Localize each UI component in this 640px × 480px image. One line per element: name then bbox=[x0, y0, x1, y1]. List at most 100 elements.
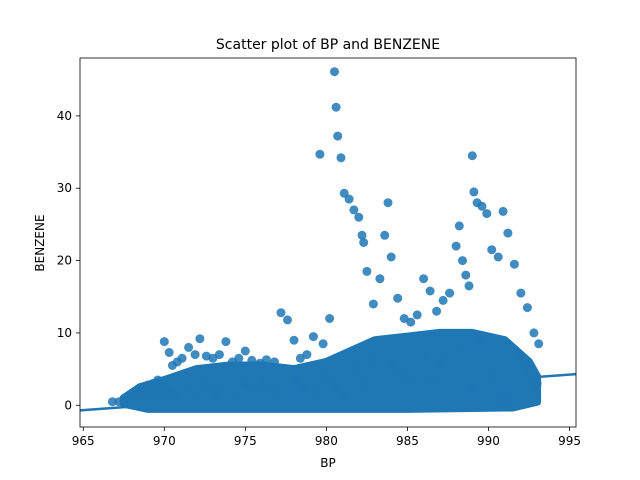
scatter-point bbox=[388, 361, 398, 370]
scatter-point bbox=[164, 386, 174, 396]
scatter-point bbox=[380, 230, 390, 240]
x-tick-label: 975 bbox=[234, 434, 257, 448]
scatter-point bbox=[516, 288, 526, 298]
x-tick-label: 965 bbox=[72, 434, 95, 448]
x-tick-label: 985 bbox=[396, 434, 419, 448]
scatter-point bbox=[320, 371, 330, 381]
scatter-point bbox=[454, 221, 464, 231]
scatter-point bbox=[308, 332, 318, 342]
scatter-point bbox=[368, 299, 378, 309]
y-tick-label: 30 bbox=[57, 181, 72, 195]
x-tick-label: 995 bbox=[558, 434, 581, 448]
scatter-point bbox=[532, 379, 542, 389]
scatter-point bbox=[375, 274, 385, 284]
scatter-point bbox=[505, 397, 514, 407]
scatter-point bbox=[159, 337, 169, 347]
scatter-point bbox=[398, 371, 408, 381]
scatter-point bbox=[247, 355, 257, 365]
scatter-point bbox=[318, 339, 328, 349]
scatter-point bbox=[177, 353, 187, 363]
y-tick-label: 20 bbox=[57, 254, 72, 268]
scatter-point bbox=[135, 392, 145, 402]
scatter-point bbox=[475, 335, 485, 345]
scatter-point bbox=[493, 252, 503, 262]
scatter-point bbox=[458, 256, 467, 266]
scatter-point bbox=[469, 187, 479, 197]
scatter-point bbox=[432, 306, 442, 316]
scatter-point bbox=[438, 295, 448, 305]
scatter-point bbox=[359, 238, 369, 247]
scatter-point bbox=[289, 335, 299, 345]
scatter-point bbox=[330, 67, 339, 77]
y-tick-label: 0 bbox=[64, 398, 72, 412]
scatter-point bbox=[182, 382, 192, 392]
x-tick-label: 970 bbox=[153, 434, 176, 448]
scatter-point bbox=[368, 353, 378, 363]
scatter-point bbox=[451, 241, 461, 251]
scatter-point bbox=[466, 382, 476, 392]
scatter-point bbox=[201, 379, 211, 389]
scatter-point bbox=[437, 357, 446, 367]
scatter-point bbox=[529, 328, 539, 338]
scatter-point bbox=[445, 288, 455, 298]
scatter-point bbox=[153, 375, 163, 385]
scatter-point bbox=[349, 364, 359, 374]
scatter-point bbox=[417, 350, 427, 360]
scatter-point bbox=[467, 151, 477, 161]
y-tick-label: 40 bbox=[57, 109, 72, 123]
x-tick-label: 990 bbox=[477, 434, 500, 448]
y-axis-label: BENZENE bbox=[33, 214, 47, 271]
scatter-point bbox=[271, 386, 281, 396]
x-axis-label: BP bbox=[320, 456, 335, 470]
scatter-point bbox=[221, 337, 231, 347]
scatter-point bbox=[362, 266, 372, 276]
scatter-point bbox=[464, 281, 474, 291]
scatter-point bbox=[349, 205, 359, 215]
scatter-point bbox=[172, 393, 182, 403]
scatter-point bbox=[195, 334, 205, 344]
scatter-point bbox=[291, 375, 301, 385]
scatter-point bbox=[461, 270, 471, 280]
scatter-point bbox=[300, 383, 310, 393]
scatter-point bbox=[107, 397, 117, 407]
scatter-point bbox=[331, 102, 341, 112]
scatter-point bbox=[498, 206, 508, 216]
scatter-point bbox=[522, 303, 532, 313]
x-axis-ticks: 965 970 975 980 985 990 995 bbox=[72, 427, 581, 448]
scatter-point bbox=[485, 371, 495, 381]
plot-frame bbox=[79, 57, 577, 428]
scatter-point bbox=[261, 355, 271, 365]
scatter-point bbox=[302, 350, 312, 360]
scatter-point bbox=[344, 194, 354, 204]
scatter-point bbox=[425, 286, 435, 296]
scatter-point bbox=[325, 314, 335, 323]
scatter-point bbox=[184, 342, 194, 352]
scatter-point bbox=[252, 389, 262, 399]
scatter-point bbox=[270, 357, 279, 367]
scatter-point bbox=[146, 396, 156, 406]
scatter-point bbox=[276, 308, 286, 318]
scatter-point bbox=[357, 230, 367, 240]
scatter-point bbox=[354, 212, 364, 222]
scatter-point bbox=[456, 342, 466, 352]
scatter-point bbox=[419, 274, 429, 284]
scatter-point bbox=[232, 392, 242, 402]
scatter-point bbox=[383, 198, 393, 208]
scatter-point bbox=[315, 149, 325, 159]
y-axis-ticks: 0 10 20 30 40 bbox=[57, 109, 80, 412]
scatter-point bbox=[330, 382, 339, 391]
scatter-point bbox=[514, 353, 524, 363]
scatter-point bbox=[524, 364, 534, 374]
scatter-point bbox=[509, 259, 519, 269]
scatter-point bbox=[214, 350, 224, 360]
scatter-point bbox=[211, 387, 221, 397]
x-tick-label: 980 bbox=[315, 434, 338, 448]
y-tick-label: 10 bbox=[57, 326, 72, 340]
scatter-point bbox=[495, 393, 505, 403]
scatter-point bbox=[406, 317, 416, 327]
scatter-point bbox=[164, 348, 174, 357]
chart-title: Scatter plot of BP and BENZENE bbox=[216, 37, 440, 53]
scatter-point bbox=[482, 209, 492, 219]
scatter-point bbox=[534, 339, 544, 349]
